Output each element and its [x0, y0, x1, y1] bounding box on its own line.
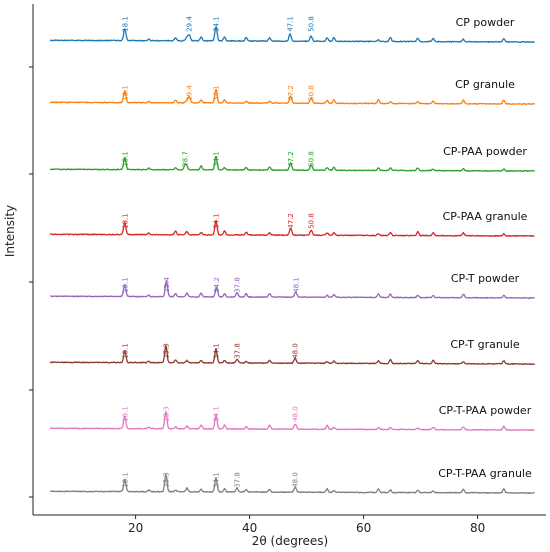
series-group: 18.1 25.4 34.2 37.8 48.1 CP-T powder [49, 272, 535, 300]
series-line [50, 219, 535, 237]
peak-label: 29.4 [186, 16, 194, 32]
series-group: 18.1 25.3 34.1 48.0 CP-T-PAA powder [49, 404, 535, 432]
series-name-label: CP-T-PAA granule [438, 467, 532, 480]
peak-label: 50.8 [308, 16, 316, 32]
traces: 18.1 29.4 34.1 47.1 50.8 CP powder 18.1 29.4 34.… [49, 16, 536, 494]
peak-label: 28.7 [182, 151, 190, 167]
series-group: 18.1 29.4 34.1 47.2 50.8 CP granule [49, 78, 536, 106]
x-tick-label: 60 [356, 521, 371, 535]
series-line [49, 410, 535, 432]
peak-label: 47.2 [287, 85, 295, 101]
peak-label: 37.8 [234, 343, 242, 359]
peak-label: 50.8 [308, 213, 316, 229]
peak-label: 18.1 [121, 472, 129, 488]
series-name-label: CP-T powder [451, 272, 520, 285]
series-line [49, 88, 536, 106]
peak-label: 25.3 [162, 406, 170, 422]
series-name-label: CP-T-PAA powder [439, 404, 532, 417]
series-group: 18.1 29.4 34.1 47.1 50.8 CP powder [49, 16, 535, 44]
series-group: 18.1 34.1 47.2 50.8 CP-PAA granule [50, 210, 535, 237]
peak-label: 34.1 [213, 85, 221, 101]
peak-label: 34.1 [213, 343, 221, 359]
peak-label: 25.4 [163, 277, 171, 293]
peak-label: 34.1 [213, 151, 221, 167]
peak-label: 50.8 [308, 85, 316, 101]
series-line [49, 155, 535, 172]
x-axis-title: 2θ (degrees) [252, 534, 328, 548]
peak-label: 48.1 [292, 277, 300, 293]
peak-label: 18.1 [121, 213, 129, 229]
peak-label: 34.1 [213, 213, 221, 229]
peak-label: 18.1 [121, 16, 129, 32]
series-name-label: CP-PAA granule [443, 210, 528, 223]
peak-label: 34.2 [213, 277, 221, 293]
x-tick-label: 80 [470, 521, 485, 535]
series-group: 18.1 25.3 34.1 37.8 48.0 CP-T-PAA granule [50, 467, 535, 494]
peak-label: 48.0 [292, 406, 300, 422]
peak-label: 25.3 [162, 472, 170, 488]
peak-label: 18.1 [121, 343, 129, 359]
peak-label: 18.1 [121, 406, 129, 422]
peak-label: 37.8 [234, 472, 242, 488]
peak-label: 47.2 [287, 213, 295, 229]
x-tick-label: 20 [128, 521, 143, 535]
series-line [49, 344, 536, 366]
peak-label: 18.1 [121, 277, 129, 293]
y-axis-title: Intensity [3, 205, 17, 257]
peak-label: 29.4 [186, 85, 194, 101]
peak-label: 48.0 [292, 472, 300, 488]
series-name-label: CP granule [455, 78, 515, 91]
series-name-label: CP-PAA powder [443, 145, 527, 158]
x-tick-label: 40 [242, 521, 257, 535]
peak-label: 25.3 [162, 343, 170, 359]
series-line [50, 473, 535, 494]
series-line [49, 280, 535, 300]
series-name-label: CP-T granule [450, 338, 519, 351]
series-line [49, 26, 535, 44]
y-ticks [29, 66, 33, 498]
peak-label: 34.1 [213, 472, 221, 488]
peak-label: 18.1 [121, 151, 129, 167]
peak-label: 37.8 [234, 277, 242, 293]
peak-label: 34.1 [213, 16, 221, 32]
peak-label: 50.8 [308, 151, 316, 167]
peak-label: 48.0 [292, 343, 300, 359]
peak-label: 47.1 [287, 16, 295, 32]
peak-label: 47.2 [287, 151, 295, 167]
x-ticks: 20 40 60 80 [128, 515, 485, 535]
series-group: 18.1 25.3 34.1 37.8 48.0 CP-T granule [49, 338, 536, 366]
series-group: 18.1 28.7 34.1 47.2 50.8 CP-PAA powder [49, 145, 535, 172]
peak-label: 34.1 [213, 406, 221, 422]
peak-label: 18.1 [121, 85, 129, 101]
series-name-label: CP powder [456, 16, 515, 29]
